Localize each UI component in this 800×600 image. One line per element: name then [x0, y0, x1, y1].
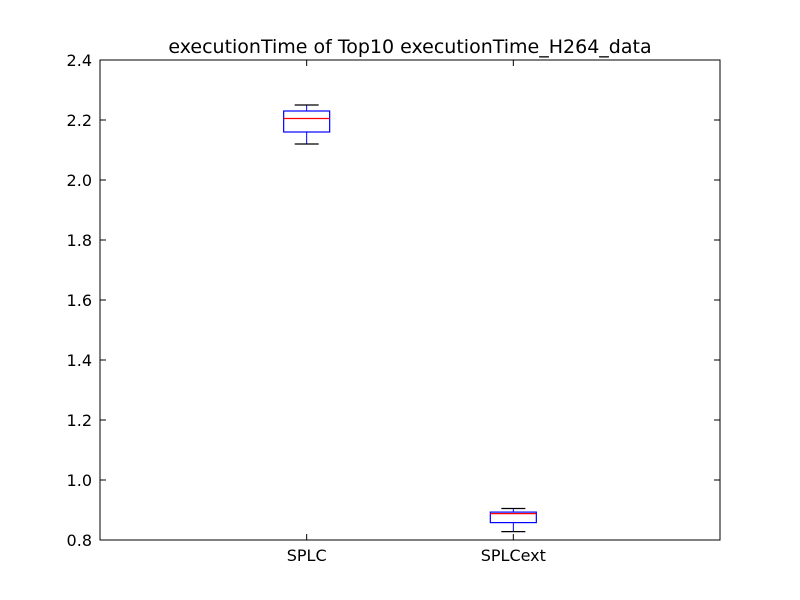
y-tick-label: 1.6: [67, 291, 92, 310]
y-tick-label: 2.4: [67, 51, 92, 70]
interquartile-box: [489, 511, 537, 524]
y-tick-label: 1.4: [67, 351, 92, 370]
box-series: [283, 104, 537, 533]
box-splc: [283, 104, 331, 145]
y-tick-label: 0.8: [67, 531, 92, 550]
x-axis: SPLC SPLCext: [287, 60, 546, 565]
x-tick-label: SPLCext: [481, 546, 546, 565]
plot-area-frame: [99, 59, 721, 541]
y-tick-label: 2.0: [67, 171, 92, 190]
x-tick-label: SPLC: [287, 546, 327, 565]
y-axis: 0.8 1.0 1.2 1.4 1.6 1.8 2.0 2.2 2.4: [67, 51, 720, 550]
box-splcext: [489, 507, 537, 533]
interquartile-box: [283, 110, 331, 133]
y-tick-label: 2.2: [67, 111, 92, 130]
y-tick-label: 1.0: [67, 471, 92, 490]
y-tick-label: 1.2: [67, 411, 92, 430]
y-tick-label: 1.8: [67, 231, 92, 250]
chart-title: executionTime of Top10 executionTime_H26…: [168, 36, 651, 58]
